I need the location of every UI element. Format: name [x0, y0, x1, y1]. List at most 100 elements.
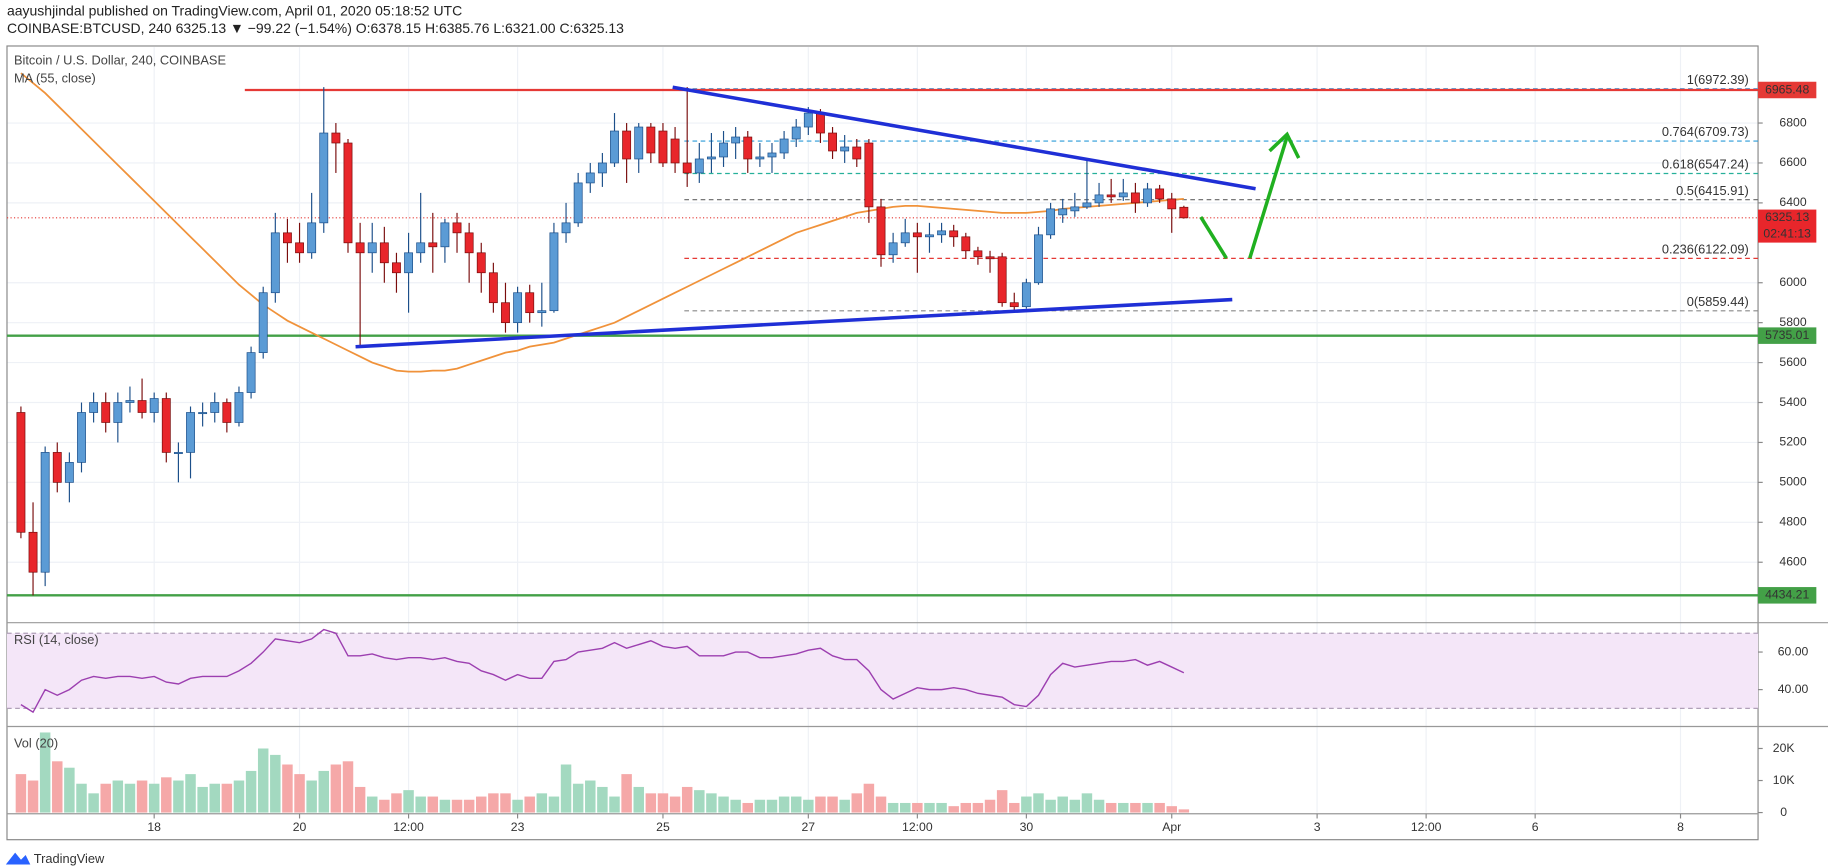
volume-bar [403, 790, 414, 813]
candle-body [1094, 194, 1104, 204]
candle-body [222, 402, 232, 423]
volume-bar [572, 783, 584, 813]
y-tick-label: 4600 [1779, 554, 1806, 568]
candle-body [779, 138, 789, 154]
volume-bar [427, 796, 439, 813]
y-tick-label: 5600 [1779, 355, 1806, 369]
candle-body [343, 142, 353, 244]
price-level-label: 6965.48 [1765, 82, 1809, 96]
volume-bar [524, 796, 535, 813]
volume-bar [124, 783, 136, 813]
y-tick-label: 4800 [1779, 515, 1806, 529]
volume-bar [766, 799, 778, 813]
candle-body [719, 142, 728, 158]
volume-bar [173, 780, 184, 813]
volume-bar [366, 796, 378, 813]
candle-body [1034, 234, 1043, 284]
volume-bar [706, 793, 717, 813]
volume-bar [960, 802, 972, 813]
brand: TradingView [34, 851, 105, 866]
volume-bar [1105, 802, 1117, 813]
candle-body [670, 138, 680, 164]
volume-bar [39, 732, 51, 813]
volume-bar [972, 802, 984, 813]
candle-body [40, 452, 50, 573]
volume-bar [15, 774, 27, 813]
volume-tick-label: 0 [1780, 805, 1787, 819]
candle-body [816, 112, 825, 134]
candle-body [113, 402, 123, 423]
volume-bar [778, 796, 790, 813]
candle-body [1143, 188, 1152, 204]
publisher: aayushjindal published on TradingView.co… [7, 2, 462, 18]
volume-bar [1093, 799, 1105, 813]
candle-body [743, 136, 753, 160]
volume-bar [342, 761, 354, 813]
volume-bar [136, 780, 148, 813]
y-tick-label: 5400 [1779, 395, 1806, 409]
candle-body [622, 130, 632, 160]
ma-label: MA (55, close) [14, 70, 96, 85]
candle-body [392, 262, 401, 274]
volume-bar [270, 754, 281, 813]
price-level-label: 4434.21 [1765, 588, 1809, 602]
candle-body [16, 412, 26, 533]
volume-bar [984, 799, 996, 813]
volume-bar [100, 783, 111, 813]
fib-label: 0.618(6547.24) [1662, 157, 1749, 172]
candle-body [416, 242, 426, 254]
volume-bar [1081, 793, 1093, 813]
volume-bar [330, 764, 342, 813]
price-level-tag [1758, 327, 1817, 344]
rsi-tick-label: 40.00 [1778, 682, 1809, 696]
volume-bar [839, 799, 850, 813]
volume-bar [851, 793, 863, 813]
candle-body [258, 292, 268, 353]
candle-body [925, 234, 934, 238]
candle-body [549, 232, 559, 312]
volume-bar [1154, 802, 1165, 813]
arrow-up [1248, 136, 1289, 259]
volume-bar [1130, 802, 1141, 813]
volume-bar [1142, 802, 1153, 813]
volume-bar [633, 786, 644, 813]
volume-bar [512, 799, 523, 813]
volume-bar [52, 761, 63, 813]
candle-body [295, 242, 304, 254]
arrow-down [1199, 216, 1228, 260]
y-tick-label: 5200 [1779, 435, 1806, 449]
candle-body [1058, 208, 1068, 216]
chart-title: Bitcoin / U.S. Dollar, 240, COINBASE [14, 53, 226, 68]
volume-bar [1166, 806, 1177, 813]
candle-body [488, 272, 498, 304]
candle-body [573, 182, 583, 224]
volume-bar [476, 796, 487, 813]
candle-body [1179, 206, 1189, 219]
candle-body [985, 256, 995, 260]
candle-body [64, 462, 74, 483]
x-tick-label: 6 [1532, 820, 1539, 834]
volume-bar [742, 802, 754, 813]
volume-bar [718, 796, 729, 813]
x-tick-label: 8 [1677, 820, 1684, 834]
candle-body [307, 222, 317, 254]
candle-body [149, 398, 159, 413]
y-tick-label: 6800 [1779, 115, 1806, 129]
fib-label: 0.764(6709.73) [1662, 124, 1749, 139]
countdown: 02:41:13 [1763, 227, 1811, 241]
y-tick-label: 6600 [1779, 155, 1806, 169]
volume-bar [669, 796, 681, 813]
price-level-tag [1758, 587, 1817, 604]
volume-bar [815, 796, 826, 813]
volume-bar [439, 799, 451, 813]
rsi-tick-label: 60.00 [1778, 644, 1809, 658]
volume-tick-label: 10K [1773, 773, 1796, 787]
candle-body [682, 162, 692, 174]
volume-bar [221, 783, 233, 813]
volume-bar [548, 796, 560, 813]
candle-body [101, 402, 111, 423]
candle-body [803, 112, 813, 128]
candle-body [173, 452, 183, 454]
volume-bar [1118, 802, 1129, 813]
